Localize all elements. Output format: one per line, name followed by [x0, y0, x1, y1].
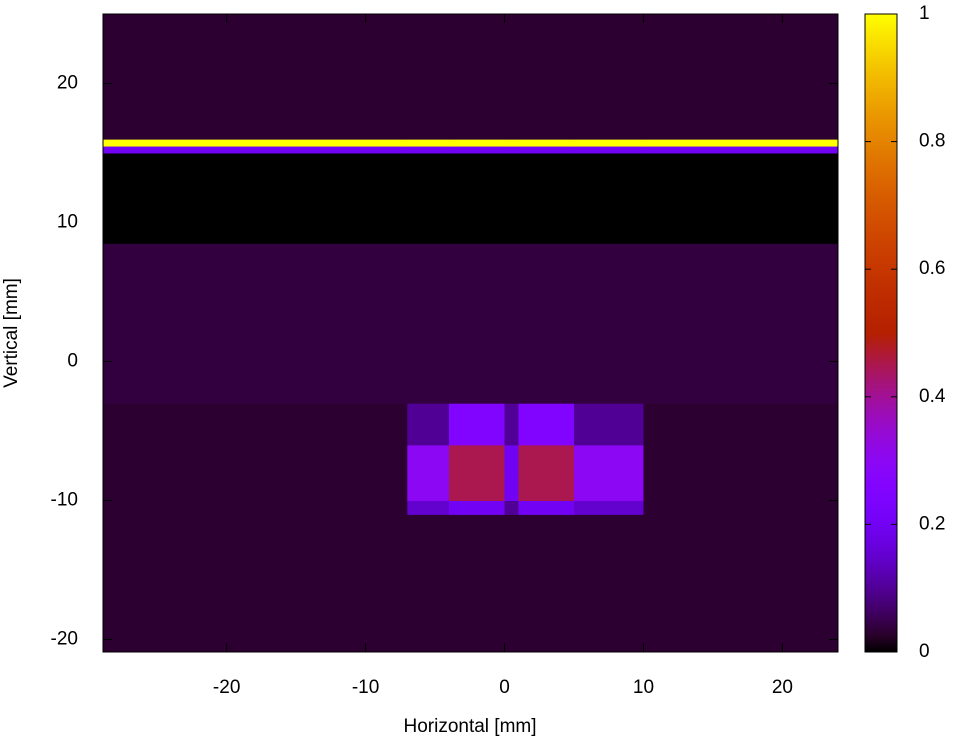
heat-cell: [574, 472, 644, 501]
heat-cell: [407, 152, 450, 244]
x-axis-label: Horizontal [mm]: [403, 716, 536, 737]
heat-cell: [574, 514, 644, 653]
heat-cell: [407, 444, 450, 474]
heat-cell: [448, 403, 506, 446]
colorbar-tick-label: 1: [919, 3, 930, 24]
heat-cell: [103, 243, 408, 404]
heat-cell: [643, 243, 839, 404]
x-tick-label: 0: [499, 677, 510, 698]
heat-cell: [407, 139, 450, 147]
heat-cell: [518, 139, 575, 147]
x-tick-label: -20: [213, 677, 240, 698]
x-tick-label: -10: [352, 677, 379, 698]
heat-cell: [643, 472, 839, 501]
heat-cell: [504, 139, 519, 147]
heat-cell: [643, 500, 839, 515]
colorbar-tick-label: 0.6: [919, 258, 945, 279]
y-tick-label: -10: [51, 490, 78, 511]
heat-cell: [643, 14, 839, 140]
heat-cell: [103, 444, 408, 474]
heat-cell: [504, 152, 519, 244]
heat-cell: [518, 472, 575, 501]
heat-cell: [103, 500, 408, 515]
heat-cell: [574, 403, 644, 446]
heat-cell: [518, 444, 575, 474]
x-tick-label: 10: [633, 677, 654, 698]
heat-cell: [407, 514, 450, 653]
heat-cell: [448, 14, 506, 140]
heat-cell: [518, 403, 575, 446]
heat-cell: [504, 146, 519, 154]
heat-cell: [504, 444, 519, 474]
heat-cell: [574, 444, 644, 474]
heat-cell: [407, 472, 450, 501]
heat-cell: [643, 403, 839, 446]
heat-cell: [574, 146, 644, 154]
plot-frame: [102, 13, 839, 653]
heat-cell: [407, 14, 450, 140]
colorbar-tick-label: 0.2: [919, 513, 945, 534]
heat-cell: [504, 243, 519, 404]
heat-cell: [504, 514, 519, 653]
heat-cell: [407, 500, 450, 515]
heat-cell: [504, 500, 519, 515]
heat-cell: [448, 146, 506, 154]
heat-cell: [504, 14, 519, 140]
heat-cell: [448, 500, 506, 515]
heat-cell: [504, 403, 519, 446]
heat-cell: [407, 403, 450, 446]
heat-cell: [518, 146, 575, 154]
heat-cell: [103, 139, 408, 147]
heat-cell: [103, 14, 408, 140]
heat-cell: [103, 146, 408, 154]
y-tick-label: -20: [51, 629, 78, 650]
heat-cell: [448, 514, 506, 653]
heat-cell: [103, 403, 408, 446]
heat-cell: [643, 514, 839, 653]
heat-cell: [518, 152, 575, 244]
x-tick-label: 20: [772, 677, 793, 698]
colorbar-tick-label: 0: [919, 641, 930, 662]
heat-cell: [518, 500, 575, 515]
heat-cell: [448, 243, 506, 404]
heat-cell: [574, 243, 644, 404]
heat-cell: [643, 152, 839, 244]
y-tick-label: 0: [67, 351, 78, 372]
y-tick-label: 10: [57, 212, 78, 233]
heat-cell: [448, 444, 506, 474]
heat-cell: [407, 146, 450, 154]
heat-cell: [643, 444, 839, 474]
heat-cell: [448, 152, 506, 244]
y-tick-label: 20: [57, 73, 78, 94]
heat-cell: [518, 243, 575, 404]
heat-cell: [407, 243, 450, 404]
heat-cell: [518, 514, 575, 653]
heat-cell: [574, 139, 644, 147]
heat-cell: [518, 14, 575, 140]
colorbar-tick-label: 0.8: [919, 131, 945, 152]
y-axis-label: Vertical [mm]: [1, 278, 22, 388]
colorbar-tick-label: 0.4: [919, 386, 946, 407]
heat-cell: [103, 152, 408, 244]
heat-cell: [643, 146, 839, 154]
heat-cell: [643, 139, 839, 147]
color-bar: [864, 13, 898, 653]
heat-cell: [448, 472, 506, 501]
heat-cell: [103, 514, 408, 653]
heat-cell: [574, 14, 644, 140]
heat-cell: [574, 152, 644, 244]
heat-cell: [574, 500, 644, 515]
heat-cell: [504, 472, 519, 501]
heat-cell: [103, 472, 408, 501]
heat-cell: [448, 139, 506, 147]
